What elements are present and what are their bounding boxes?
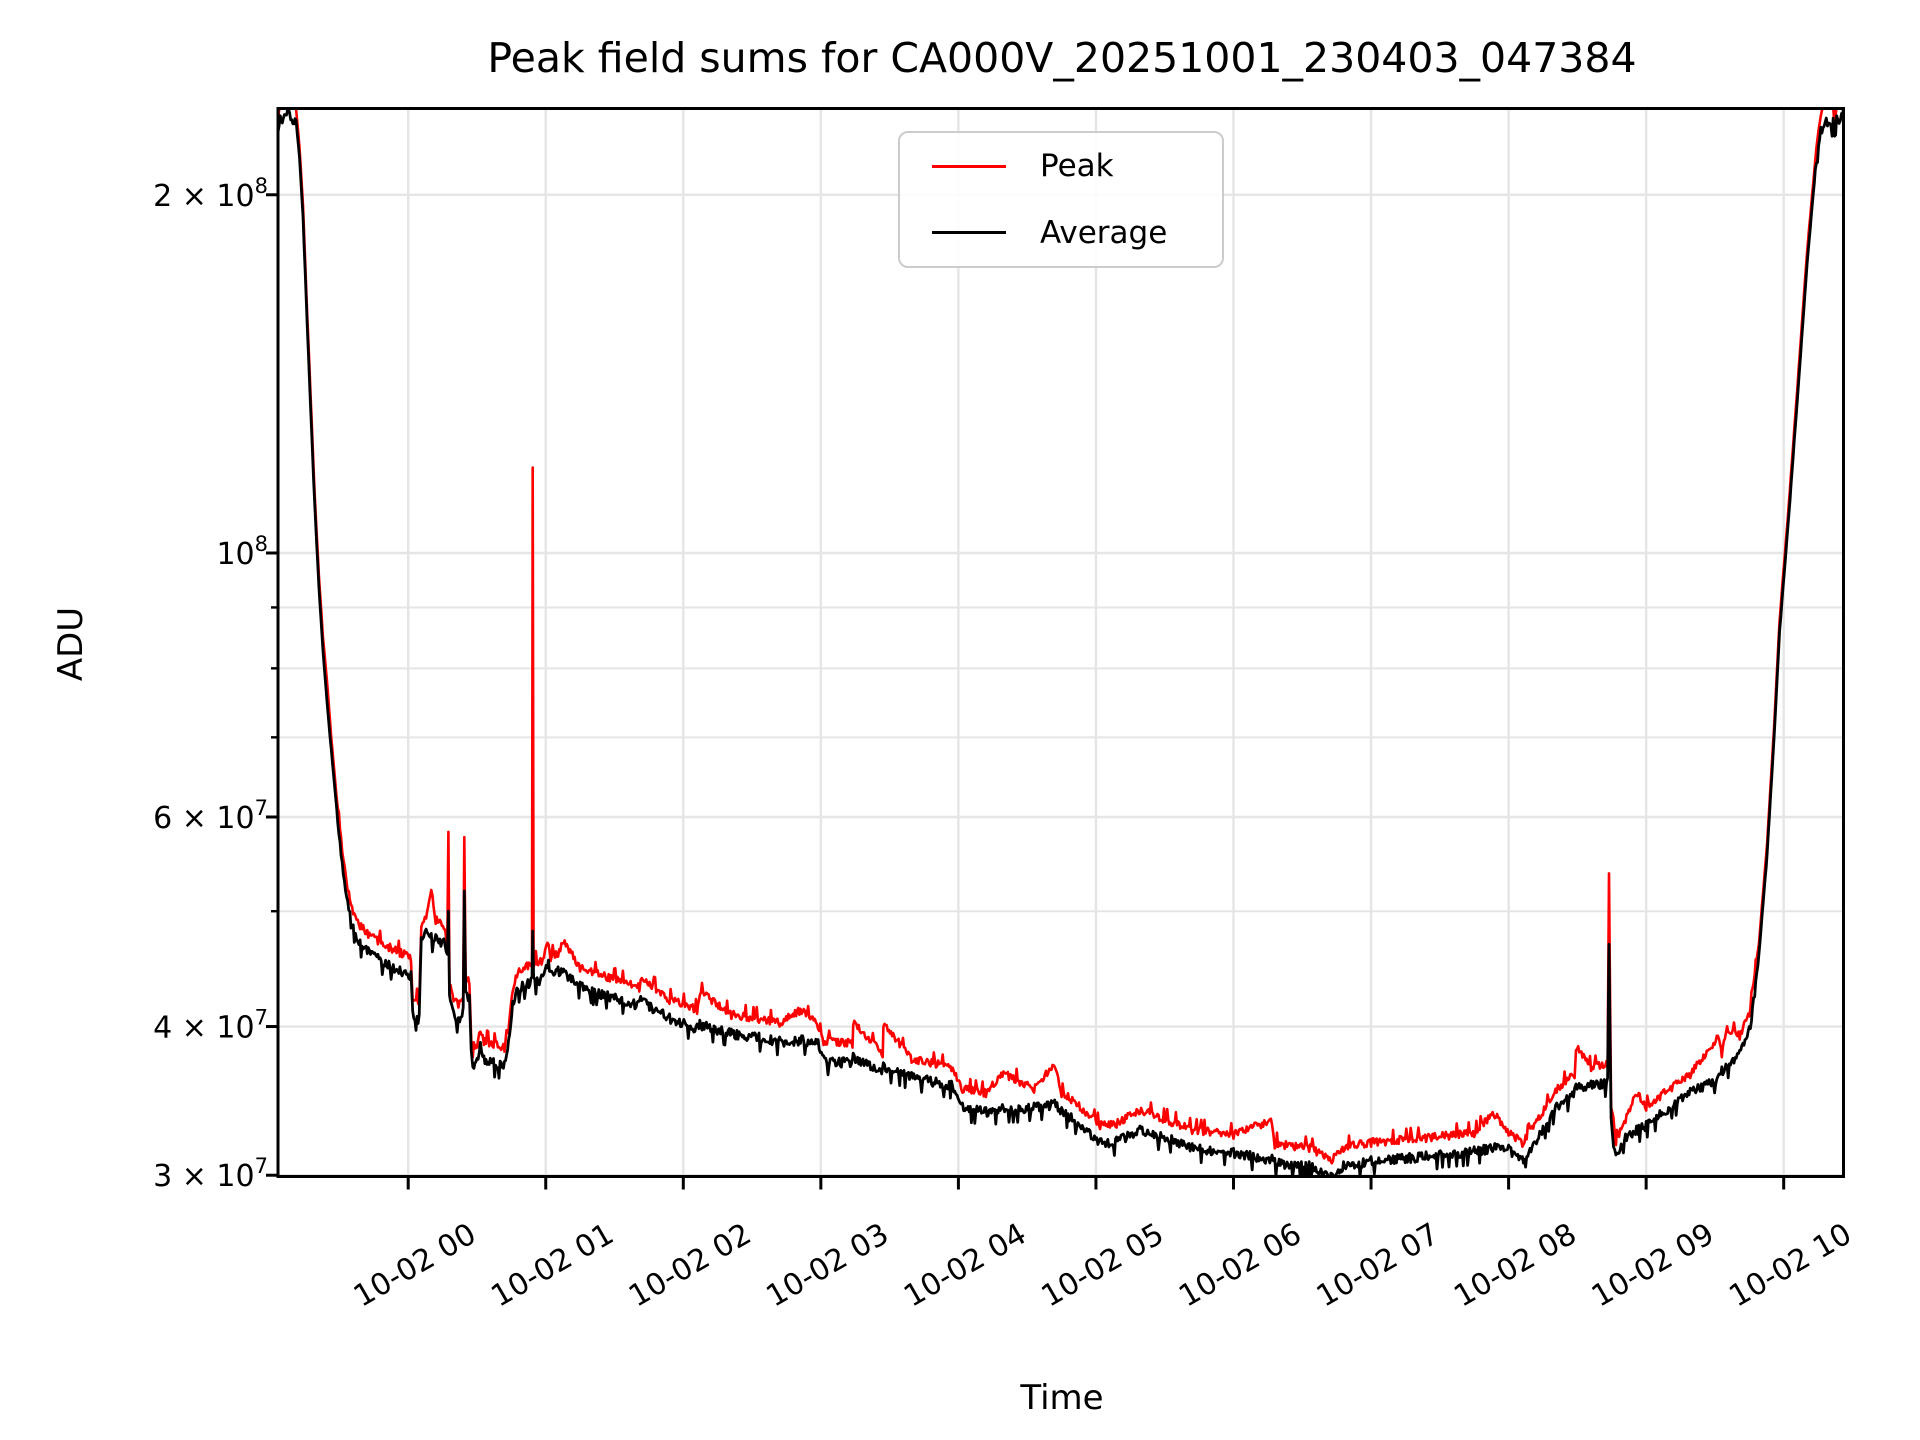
- series-line-peak: [278, 108, 1838, 1165]
- x-tick-label: 10-02 09: [1586, 1217, 1720, 1315]
- legend: Peak Average: [898, 131, 1224, 268]
- y-tick-label: 6 × 107: [153, 796, 268, 836]
- y-tick-label: 2 × 108: [153, 174, 268, 214]
- x-tick-label: 10-02 05: [1036, 1217, 1170, 1315]
- x-tick-label: 10-02 01: [485, 1217, 619, 1315]
- x-tick-label: 10-02 03: [761, 1217, 895, 1315]
- y-tick-label: 4 × 107: [153, 1006, 268, 1046]
- legend-entry-peak: Peak: [900, 133, 1222, 200]
- chart-title: Peak field sums for CA000V_20251001_2304…: [487, 34, 1637, 82]
- legend-entry-average: Average: [900, 200, 1222, 267]
- legend-label-peak: Peak: [1040, 148, 1114, 185]
- series-lines: [278, 108, 1844, 1177]
- axes: [266, 107, 1845, 1190]
- legend-label-average: Average: [1040, 214, 1168, 251]
- plot-border: [276, 107, 1845, 1178]
- x-axis-label: Time: [1020, 1378, 1104, 1418]
- average-line-sample-icon: [932, 231, 1006, 235]
- x-tick-label: 10-02 10: [1723, 1217, 1857, 1315]
- x-tick-label: 10-02 07: [1311, 1217, 1445, 1315]
- y-axis-label: ADU: [51, 606, 91, 682]
- y-tick-label: 3 × 107: [153, 1154, 268, 1194]
- y-tick-label: 108: [216, 532, 268, 572]
- x-tick-label: 10-02 04: [898, 1217, 1032, 1315]
- x-tick-label: 10-02 00: [348, 1217, 482, 1315]
- x-tick-label: 10-02 06: [1173, 1217, 1307, 1315]
- x-tick-label: 10-02 02: [623, 1217, 757, 1315]
- gridlines: [278, 108, 1844, 1177]
- x-tick-label: 10-02 08: [1448, 1217, 1582, 1315]
- peak-line-sample-icon: [932, 164, 1006, 168]
- series-line-average: [278, 108, 1844, 1177]
